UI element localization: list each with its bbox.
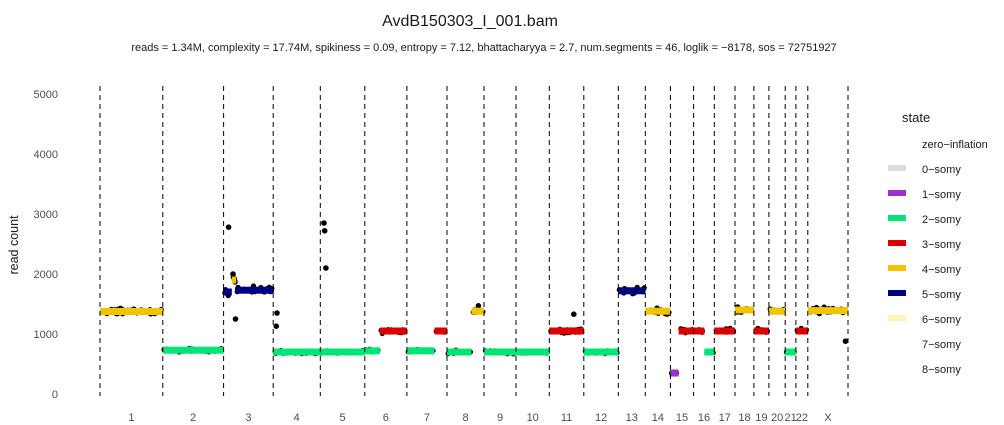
chart-title: AvdB150303_I_001.bam [382,13,558,30]
x-tick-label: 11 [561,412,572,424]
segment-bar [678,327,694,335]
legend-title: state [902,110,930,125]
x-tick-label: 22 [796,412,808,424]
x-tick-label: 19 [755,412,767,424]
segment-bar [434,327,448,335]
outlier-point [232,316,239,322]
legend-label: 1−somy [922,189,961,201]
outlier-point [571,311,577,318]
segment-bar [785,348,796,356]
segment-bar [406,347,435,355]
segment-bar [320,348,365,356]
x-tick-label: 18 [738,412,750,424]
x-tick-label: 21 [784,412,796,424]
y-tick-label: 1000 [34,329,58,341]
x-tick-label: 9 [497,412,503,424]
segment-bar [753,327,769,335]
outlier-point [323,265,329,271]
x-tick-label: 12 [595,412,607,424]
segment-bar [231,276,237,284]
legend-label: 3−somy [922,239,961,251]
outlier-point [273,323,280,330]
segment-bar [484,348,516,356]
segment-bar [471,307,485,315]
legend-label: zero−inflation [922,139,988,151]
outlier-point [230,271,236,277]
x-tick-label: 13 [626,412,638,424]
x-tick-label: 17 [719,412,731,424]
segment-bar [447,348,472,356]
legend-label: 8−somy [922,364,961,376]
segment-bar [704,348,715,356]
y-axis-label: read count [7,215,21,275]
outlier-point [321,220,327,226]
x-tick-label: 8 [462,412,468,424]
segment-bar [768,307,786,315]
legend-swatch [888,215,906,221]
segment-bar [670,369,679,377]
x-tick-label: 15 [676,412,688,424]
segment-bar [807,307,848,315]
legend-swatch [888,265,906,271]
outlier-point [842,338,849,345]
segment-bar [583,348,619,356]
x-tick-label: 4 [294,412,300,424]
segment-bar [364,347,380,355]
segment-bar [714,327,735,335]
legend-label: 2−somy [922,214,961,226]
x-tick-label: 14 [652,412,664,424]
x-tick-label: X [824,412,832,424]
segment-bar [236,286,274,294]
x-tick-label: 1 [128,412,134,424]
segment-bar [379,327,407,335]
segment-bar [516,348,550,356]
legend-label: 4−somy [922,264,961,276]
legend-label: 5−somy [922,289,961,301]
x-tick-label: 6 [383,412,389,424]
y-tick-label: 5000 [34,89,58,101]
copy-number-segments [100,276,848,377]
legend: state zero−inflation 0−somy 1−somy 2−somy 3−… [888,110,988,376]
legend-label: 6−somy [922,314,961,326]
x-tick-label: 16 [698,412,710,424]
legend-swatch [888,240,906,246]
x-tick-label: 5 [339,412,345,424]
segment-bar [618,287,646,295]
y-tick-label: 2000 [34,269,58,281]
x-tick-label: 7 [424,412,430,424]
segment-bar [223,288,232,296]
x-tick-label: 3 [245,412,251,424]
x-tick-label: 2 [190,412,196,424]
y-axis: 0 1000 2000 3000 4000 5000 [34,89,58,401]
legend-swatch [888,290,906,296]
legend-swatch [888,315,906,321]
segment-bar [645,307,671,315]
segment-bar [162,346,224,354]
y-tick-label: 4000 [34,149,58,161]
legend-swatch [888,165,906,171]
x-axis: 1 2 3 4 5 6 7 8 9 10 11 12 13 14 15 16 17 18 19 20 21 22 X [128,412,832,424]
x-tick-label: 20 [771,412,783,424]
segment-bar [549,327,584,335]
legend-label: 7−somy [922,339,961,351]
legend-label: 0−somy [922,164,961,176]
chromosome-boundaries [99,86,849,396]
y-tick-label: 3000 [34,209,58,221]
outlier-point [475,303,482,309]
y-tick-label: 0 [52,389,58,401]
segment-bar [795,327,808,335]
legend-swatch [888,190,906,196]
outlier-point [274,310,280,316]
segment-bar [100,308,163,315]
segment-bar [273,348,321,356]
x-tick-label: 10 [527,412,539,424]
outlier-point [225,224,232,230]
outlier-point [321,228,328,234]
chart-subtitle: reads = 1.34M, complexity = 17.74M, spik… [131,42,836,54]
segment-bar [693,327,705,335]
segment-bar [735,306,754,314]
